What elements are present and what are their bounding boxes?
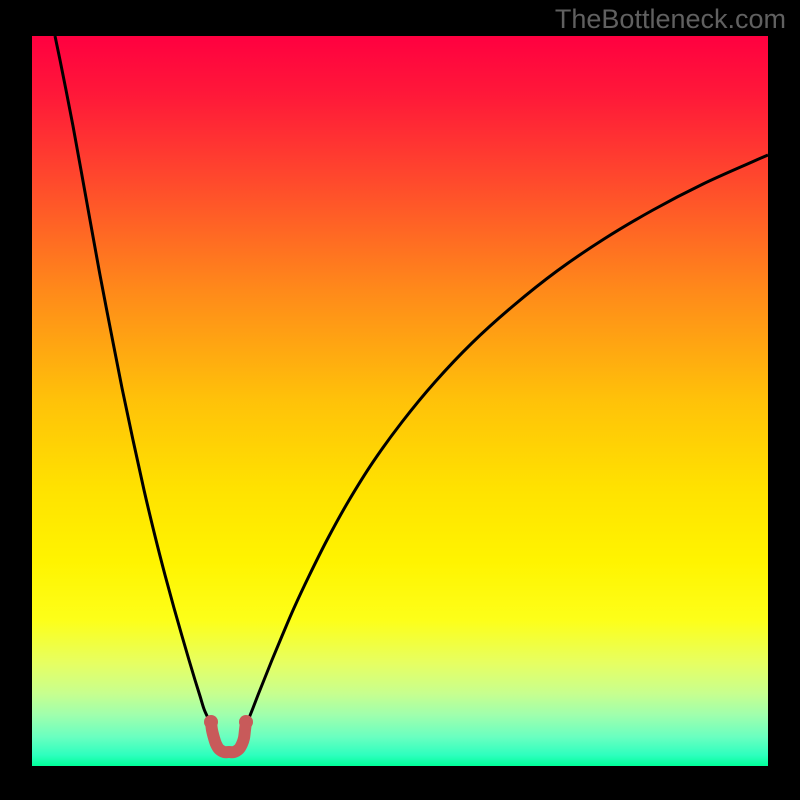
bottleneck-chart	[0, 0, 800, 800]
plot-background-gradient	[32, 36, 768, 766]
watermark-text: TheBottleneck.com	[555, 4, 786, 35]
chart-container: TheBottleneck.com	[0, 0, 800, 800]
